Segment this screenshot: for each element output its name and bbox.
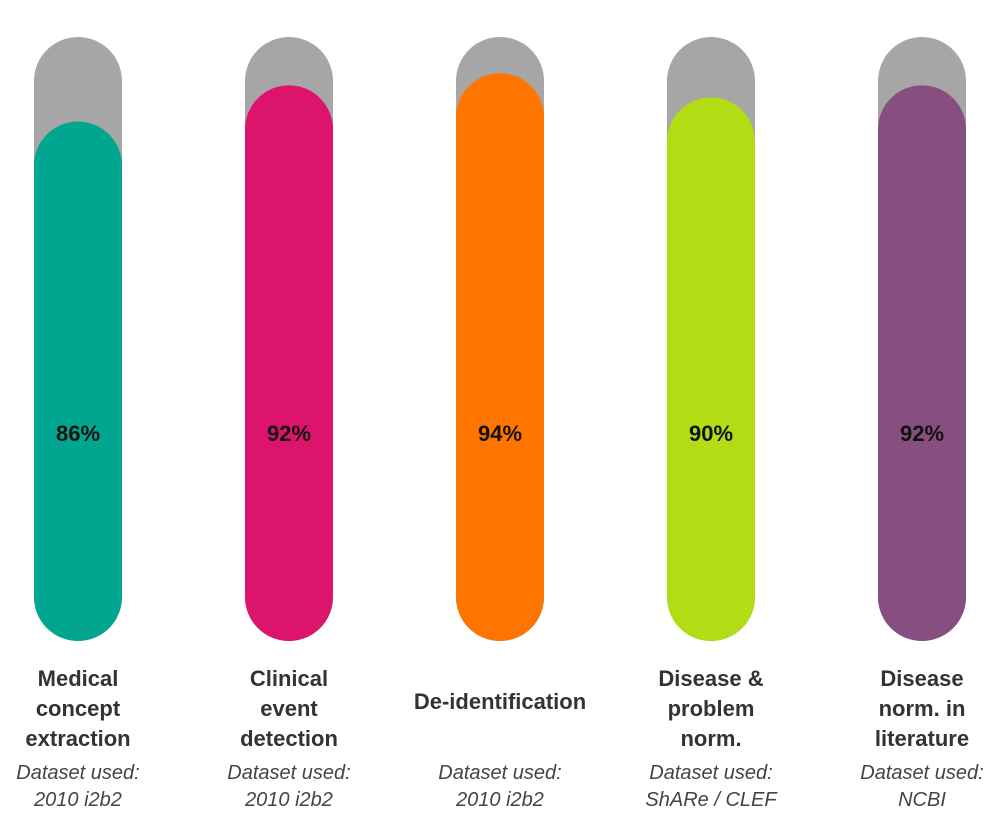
dataset-label-line: ShARe / CLEF (645, 789, 777, 811)
category-label-line: Clinical (249, 666, 329, 691)
category-label-line: extraction (25, 726, 131, 751)
category-label-line: literature (874, 726, 970, 751)
category-label: De-identification (400, 687, 600, 717)
dataset-label: Dataset used: ShARe / CLEF (611, 760, 811, 814)
category-label: Medical concept extraction (0, 664, 178, 754)
bar-fill (456, 73, 544, 642)
category-label-line: detection (240, 726, 338, 751)
dataset-label-line: Dataset used: (16, 762, 140, 784)
dataset-label-line: 2010 i2b2 (456, 789, 544, 811)
category-label-line: Disease (880, 666, 964, 691)
dataset-label-line: Dataset used: (438, 762, 562, 784)
category-label: Disease norm. in literature (822, 664, 1003, 754)
value-label: 92% (267, 421, 311, 446)
dataset-label: Dataset used: 2010 i2b2 (189, 760, 389, 814)
category-label: Clinical event detection (189, 664, 389, 754)
value-label: 92% (900, 421, 944, 446)
category-label-line: problem (667, 696, 755, 721)
category-label-line: norm. in (878, 696, 966, 721)
dataset-label-line: Dataset used: (649, 762, 773, 784)
category-label-line: concept (35, 696, 121, 721)
dataset-label-line: Dataset used: (860, 762, 984, 784)
dataset-label-line: NCBI (898, 789, 946, 811)
dataset-label-line: 2010 i2b2 (245, 789, 333, 811)
category-label-line: De-identification (413, 689, 587, 714)
value-label: 86% (56, 421, 100, 446)
dataset-label-line: 2010 i2b2 (34, 789, 122, 811)
category-label-line: event (260, 696, 318, 721)
dataset-label: Dataset used: 2010 i2b2 (0, 760, 178, 814)
bar-fill (245, 85, 333, 641)
dataset-label-line: Dataset used: (227, 762, 351, 784)
bar-fill (667, 97, 755, 641)
dataset-label: Dataset used: 2010 i2b2 (400, 760, 600, 814)
category-label-line: Medical (37, 666, 119, 691)
category-label-line: Disease & (658, 666, 764, 691)
bar-fill (34, 121, 122, 641)
bar-fill (878, 85, 966, 641)
dataset-label: Dataset used: NCBI (822, 760, 1003, 814)
category-label-line: norm. (680, 726, 742, 751)
value-label: 90% (689, 421, 733, 446)
value-label: 94% (478, 421, 522, 446)
category-label: Disease & problem norm. (611, 664, 811, 754)
